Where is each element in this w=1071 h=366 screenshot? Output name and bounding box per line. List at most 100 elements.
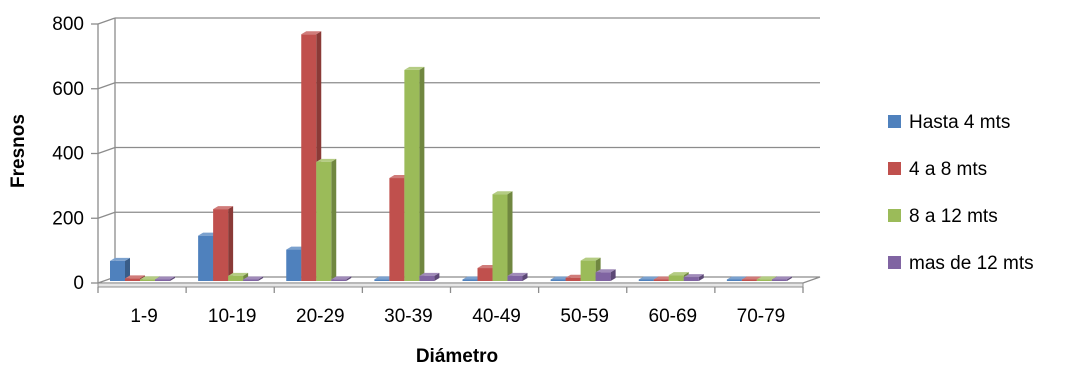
bar-top (404, 66, 425, 70)
x-tick-label: 70-79 (737, 306, 786, 327)
bar-front (683, 277, 699, 281)
bar-side (434, 272, 440, 281)
bar-front (198, 235, 214, 281)
bar-front (331, 279, 347, 281)
bar-side (522, 272, 528, 281)
bar-side (125, 257, 130, 281)
bar-mas-de-12-mts-60-69 (683, 274, 704, 281)
bar-top (110, 257, 130, 261)
bar-top (638, 276, 659, 280)
bar-side (331, 158, 337, 281)
gridline-depth (97, 211, 116, 219)
bar-4-a-8-mts-10-19 (213, 206, 234, 281)
bar-mas-de-12-mts-10-19 (243, 276, 264, 281)
bar-front (228, 275, 244, 281)
x-tick-label: 10-19 (208, 306, 257, 327)
x-tick-label: 50-59 (560, 306, 609, 327)
y-tick-label: 600 (52, 79, 84, 100)
bar-side (610, 269, 616, 281)
bar-front (595, 272, 611, 281)
x-tick-label: 1-9 (130, 306, 157, 327)
bar-top (243, 276, 264, 280)
bar-front (462, 279, 478, 281)
bar-side (507, 191, 513, 281)
bars (110, 31, 792, 281)
bar-top (507, 272, 528, 276)
bar-top (331, 276, 352, 280)
legend-swatch (888, 162, 901, 175)
bar-top (316, 158, 337, 162)
legend-label: 4 a 8 mts (909, 159, 987, 180)
legend-label: 8 a 12 mts (909, 206, 998, 227)
bar-mas-de-12-mts-20-29 (331, 276, 352, 281)
bar-top (301, 31, 322, 35)
bar-front (668, 275, 684, 281)
x-tick-label: 60-69 (649, 306, 698, 327)
bar-top (492, 191, 513, 195)
bar-mas-de-12-mts-70-79 (771, 276, 792, 281)
x-axis-ticks: 1-9 10-19 20-29 30-39 40-49 50-59 60-69 70-79 (97, 287, 804, 327)
legend: Hasta 4 mts 4 a 8 mts 8 a 12 mts mas de 12 … (888, 112, 1034, 274)
x-tick-label: 30-39 (384, 306, 433, 327)
bar-top (155, 276, 175, 280)
bar-mas-de-12-mts-30-39 (419, 272, 440, 281)
bar-top (771, 276, 792, 280)
y-tick-label: 200 (52, 208, 84, 229)
bar-mas-de-12-mts-50-59 (595, 269, 616, 281)
bar-front (756, 279, 772, 281)
bar-top (595, 269, 616, 273)
bar-hasta-4-mts-1-9 (110, 257, 130, 281)
bar-side (698, 274, 704, 281)
bar-front (404, 69, 420, 281)
legend-label: mas de 12 mts (909, 253, 1034, 274)
bar-side (786, 276, 792, 281)
bar-front (155, 279, 170, 281)
gridline-depth (97, 17, 116, 25)
bar-front (565, 277, 581, 281)
x-tick-label: 40-49 (472, 306, 521, 327)
floor-front (97, 282, 804, 288)
bar-front (301, 34, 317, 281)
bar-front (374, 279, 390, 281)
y-axis-title: Fresnos (8, 114, 29, 188)
bar-front (125, 278, 140, 281)
bar-top (125, 275, 145, 279)
y-tick-label: 0 (73, 273, 84, 294)
bar-front (726, 279, 742, 281)
bar-top (228, 272, 249, 276)
bar-front (580, 260, 596, 281)
bar-front (638, 279, 654, 281)
bar-front (140, 279, 155, 281)
legend-swatch (888, 115, 901, 128)
gridline-depth (97, 146, 116, 155)
bar-mas-de-12-mts-1-9 (155, 276, 175, 281)
bar-top (419, 272, 440, 276)
bar-top (140, 276, 160, 280)
bar-top (726, 276, 747, 280)
bar-front (550, 279, 566, 281)
bar-front (316, 161, 332, 281)
bar-top (741, 276, 762, 280)
bar-side (228, 206, 234, 281)
y-tick-label: 800 (52, 14, 84, 35)
bar-front (492, 194, 508, 281)
bar-front (653, 279, 669, 281)
bar-top (580, 257, 601, 261)
bar-front (243, 279, 259, 281)
bar-front (419, 275, 435, 281)
bar-side (258, 276, 264, 281)
bar-front (507, 275, 523, 281)
bar-front (213, 209, 229, 281)
bar-top (668, 272, 689, 276)
bar-8-a-12-mts-40-49 (492, 191, 513, 281)
bar-8-a-12-mts-30-39 (404, 66, 425, 281)
x-axis-title: Diámetro (416, 346, 498, 366)
bar-top (756, 276, 777, 280)
bar-top (683, 274, 704, 278)
legend-swatch (888, 209, 901, 222)
bar-side (170, 276, 175, 281)
bar-side (419, 66, 425, 281)
bar-top (213, 206, 234, 210)
y-tick-label: 400 (52, 144, 84, 165)
